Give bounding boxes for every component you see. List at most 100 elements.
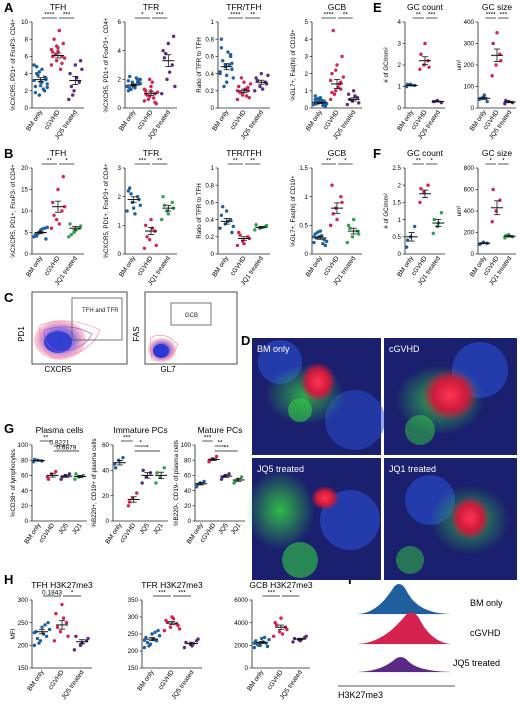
data-point — [491, 187, 495, 192]
data-point — [52, 213, 56, 217]
data-point — [72, 648, 77, 652]
panel-letter-f: F — [373, 146, 381, 161]
data-point — [51, 50, 55, 54]
y-tick-label: 4 — [398, 19, 402, 26]
y-tick-label: 0 — [106, 518, 110, 525]
data-point — [490, 220, 494, 224]
data-point — [330, 71, 334, 76]
data-point — [46, 620, 50, 625]
data-point — [503, 102, 507, 106]
y-tick-label: 60 — [21, 473, 28, 480]
micrograph-cgvhd: cGVHD — [384, 338, 517, 455]
data-point — [160, 217, 164, 222]
data-point — [252, 645, 257, 650]
significance-label: * — [65, 158, 68, 165]
y-tick-label: 3 — [118, 165, 122, 172]
significance-label: *** — [204, 435, 212, 442]
data-point — [242, 241, 246, 246]
y-tick-label: 6 — [118, 19, 122, 26]
y-tick-label: 1.5 — [392, 200, 401, 207]
data-point — [439, 211, 444, 215]
data-point — [339, 87, 343, 91]
y-tick-label: 100 — [18, 442, 29, 449]
flow-ylabel-pd1: PD1 — [17, 326, 26, 342]
data-point — [151, 96, 156, 100]
data-point — [170, 200, 174, 205]
data-point — [431, 231, 435, 236]
data-point — [78, 224, 83, 228]
panel-letter-a: A — [4, 0, 14, 15]
histogram-label-cgvhd: cGVHD — [470, 628, 501, 638]
data-point — [121, 455, 125, 460]
data-point — [167, 70, 172, 74]
data-point — [127, 500, 132, 504]
significance-label: ** — [43, 435, 49, 442]
data-point — [219, 213, 224, 217]
y-axis-label: %CXCR5, PD1+, FoxP3- of CD4+ — [10, 164, 17, 258]
data-point — [239, 475, 244, 479]
x-tick-label: BM only — [246, 669, 266, 693]
y-tick-label: 0 — [471, 105, 475, 112]
data-point — [49, 226, 54, 230]
chart-title: TFR H3K27me3 — [141, 580, 203, 590]
data-point — [68, 71, 72, 76]
data-point — [230, 61, 234, 65]
data-point — [254, 76, 258, 80]
y-tick-label: 1 — [118, 223, 122, 230]
data-point — [66, 634, 70, 638]
data-point — [125, 209, 129, 213]
x-tick-label: cGVHD — [266, 669, 285, 691]
data-point — [42, 75, 47, 79]
data-point — [404, 245, 409, 249]
y-tick-label: 8 — [25, 36, 29, 43]
data-point — [331, 28, 335, 33]
data-point — [166, 41, 171, 46]
significance-label: 0.1843 — [42, 590, 62, 597]
y-tick-label: 100 — [464, 84, 475, 91]
data-point — [498, 198, 502, 202]
data-point — [171, 34, 176, 39]
data-point — [140, 481, 144, 485]
chart-g3-mature-pcs: Mature PCs 0 20 40 60 80 100%B220-, CD19- of p… — [173, 425, 245, 545]
data-point — [341, 75, 346, 79]
data-point — [155, 90, 160, 94]
y-tick-label: 0 — [188, 518, 192, 525]
y-tick-label: 20 — [184, 503, 191, 510]
data-point — [231, 76, 235, 80]
y-tick-label: 0 — [245, 665, 249, 672]
data-point — [128, 86, 132, 90]
data-point — [260, 87, 265, 91]
data-point — [348, 226, 352, 230]
y-tick-label: 0.8 — [205, 36, 214, 43]
y-tick-label: 1 — [398, 217, 402, 224]
data-point — [264, 641, 268, 645]
y-axis-label: %B220-, CD19- of plasma cells — [173, 440, 180, 526]
data-point — [334, 68, 338, 72]
y-tick-label: 600 — [464, 187, 475, 194]
data-point — [47, 627, 52, 632]
data-point — [423, 41, 427, 46]
micrograph-label-jq5-treated: JQ5 treated — [257, 464, 304, 474]
y-tick-label: 250 — [18, 620, 29, 627]
data-point — [149, 84, 153, 89]
panel-letter-c: C — [4, 290, 14, 305]
data-point — [419, 186, 423, 191]
significance-label: ** — [157, 158, 163, 165]
y-tick-label: 300 — [128, 614, 139, 621]
y-tick-label: 400 — [464, 19, 475, 26]
y-tick-label: 0 — [25, 518, 29, 525]
y-tick-label: 0 — [211, 105, 215, 112]
histogram-xlabel: H3K27me3 — [338, 690, 383, 700]
x-tick-label: JQ5 — [57, 522, 70, 536]
y-tick-label: 10 — [21, 19, 28, 26]
data-point — [57, 222, 62, 226]
data-point — [432, 217, 436, 222]
y-tick-label: 4 — [118, 48, 122, 55]
data-point — [74, 472, 78, 476]
y-tick-label: 60 — [102, 442, 109, 449]
data-point — [323, 243, 328, 248]
chart-a3-tfr-tfh: TFR/TFH 0 0.2 0.4 0.6 0.8 1 Ratio of TFR to TFH… — [196, 2, 270, 141]
significance-label: * — [146, 445, 149, 452]
